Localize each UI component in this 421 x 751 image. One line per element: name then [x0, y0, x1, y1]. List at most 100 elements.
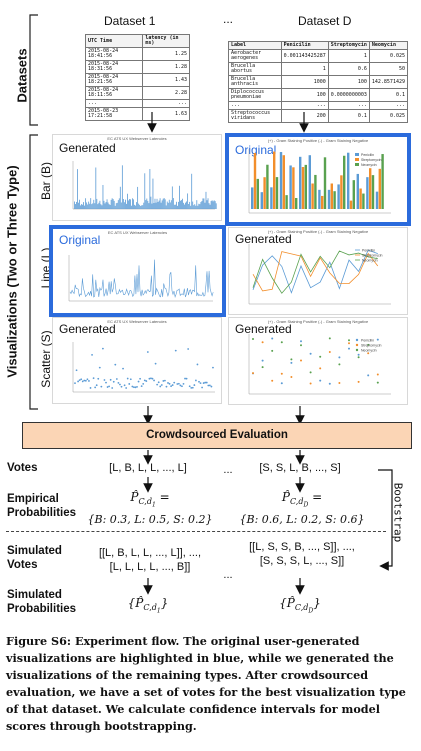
point	[134, 386, 137, 389]
table-row: Streptococcus viridans 200 0.1 0.025	[228, 109, 409, 123]
bar	[104, 203, 106, 209]
bar	[289, 165, 292, 209]
visualizations-bracket	[29, 134, 38, 410]
point	[74, 382, 76, 385]
bar	[188, 203, 190, 209]
bar	[151, 203, 153, 209]
bar	[157, 202, 159, 209]
bar	[195, 205, 197, 209]
point	[309, 382, 312, 385]
bar	[330, 183, 333, 209]
panel-dataset1-bar: EC ATS UX Webserver Latencies Generated	[52, 134, 222, 221]
point	[376, 373, 379, 376]
bar	[146, 198, 148, 209]
simulated-votes-ellipsis: ...	[223, 569, 233, 581]
point	[348, 339, 350, 342]
bar	[134, 204, 135, 209]
point	[83, 379, 86, 382]
bar	[80, 205, 81, 209]
bar	[167, 202, 169, 209]
legend-label: Neomycin	[362, 259, 378, 263]
bar	[207, 198, 209, 209]
votes-dataset-1: [L, B, L, L, ..., L]	[109, 462, 187, 474]
point	[252, 372, 254, 375]
bar	[91, 204, 93, 209]
point	[199, 382, 202, 385]
point	[145, 380, 148, 382]
bar	[196, 200, 198, 209]
point	[125, 387, 128, 389]
bar	[173, 204, 175, 209]
bar	[189, 201, 191, 209]
bar	[197, 205, 199, 209]
bar	[180, 200, 181, 209]
bar	[193, 205, 195, 209]
simulated-votes-label: Simulated Votes	[7, 545, 62, 571]
bar	[304, 164, 307, 209]
point	[252, 337, 254, 340]
bar	[381, 154, 384, 209]
generated-tag: Generated	[235, 232, 292, 246]
chart-title: EC ATS UX Webserver Latencies	[107, 230, 168, 235]
point	[261, 341, 264, 344]
bar	[141, 205, 143, 209]
bar	[314, 174, 317, 209]
point	[117, 381, 120, 384]
bar	[120, 202, 122, 209]
bar	[148, 203, 150, 209]
bar	[190, 205, 192, 209]
legend-label: Streptomycin	[362, 254, 382, 258]
point	[126, 377, 129, 380]
legend-swatch	[355, 348, 359, 352]
bar	[359, 188, 362, 209]
bar	[143, 202, 145, 209]
point	[164, 379, 166, 382]
bar	[106, 199, 108, 209]
point	[151, 377, 154, 380]
bar	[187, 193, 189, 209]
bar	[279, 152, 283, 209]
bar	[323, 157, 327, 209]
point	[319, 355, 322, 358]
point	[143, 379, 146, 382]
point	[106, 386, 109, 388]
bar	[285, 195, 288, 209]
point	[109, 378, 112, 381]
bar	[352, 180, 355, 209]
prob-symbol-1: P̂C,d1 =	[130, 490, 170, 509]
chart-title: (+) - Gram Staining Positive (-) - Gram …	[267, 319, 369, 324]
point	[153, 379, 155, 382]
bar	[362, 193, 365, 209]
table-row: 2015-08-23 17:21:58 1.63	[84, 107, 190, 121]
bar	[178, 201, 179, 209]
point	[212, 366, 214, 369]
row-label-bar: Bar (B)	[39, 162, 53, 201]
bar	[210, 201, 212, 209]
bar	[145, 200, 147, 209]
bar	[105, 202, 107, 209]
bar	[152, 178, 154, 209]
bar	[137, 186, 139, 209]
point	[150, 377, 152, 380]
point	[207, 384, 210, 387]
bar	[299, 156, 302, 209]
bar	[126, 203, 127, 209]
bar	[90, 198, 92, 209]
point	[357, 353, 360, 356]
bar	[125, 199, 126, 209]
bar	[154, 198, 156, 209]
point	[154, 362, 157, 365]
legend-label: Penicilin	[361, 339, 374, 343]
point	[162, 380, 165, 382]
bar	[166, 201, 168, 209]
point	[142, 382, 145, 385]
point	[115, 378, 118, 380]
point	[100, 385, 103, 388]
point	[111, 387, 114, 389]
table-row: 2015-08-24 18:41:56 1.25	[84, 47, 190, 61]
table-row: Brucella anthracis 1000 100 142.8571429	[228, 75, 409, 89]
bar	[107, 202, 109, 209]
bar	[149, 169, 151, 209]
chart-title: EC ATS UX Webserver Latencies	[107, 319, 167, 324]
